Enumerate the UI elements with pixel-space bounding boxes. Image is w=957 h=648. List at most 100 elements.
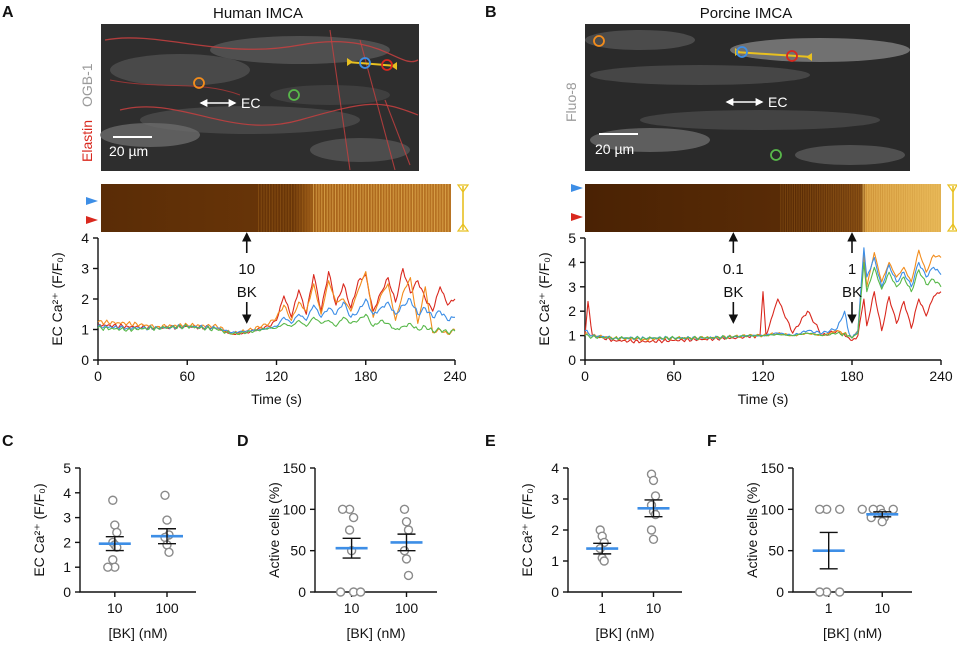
y-tick-label: 50 bbox=[290, 543, 306, 559]
x-tick-label: 1 bbox=[598, 600, 606, 616]
x-tick-label: 120 bbox=[751, 368, 775, 384]
x-tick-label: 120 bbox=[265, 368, 289, 384]
stimulus-a-dose: 10 bbox=[238, 261, 255, 278]
x-axis-label: Time (s) bbox=[251, 391, 302, 407]
y-tick-label: 2 bbox=[63, 534, 71, 550]
x-axis-label: Time (s) bbox=[738, 391, 789, 407]
y-tick-label: 2 bbox=[81, 291, 89, 307]
axis-lines bbox=[567, 468, 682, 593]
y-tick-label: 0 bbox=[568, 352, 576, 368]
x-tick-label: 240 bbox=[929, 368, 953, 384]
x-axis-label: [BK] (nM) bbox=[823, 625, 882, 641]
y-axis-label: EC Ca²⁺ (F/F₀) bbox=[519, 483, 535, 576]
trace-chart-a: 0 1 2 3 4 0 60 120 180 240 Time (s) EC Ca²⁺ (F/F₀) 1… bbox=[49, 230, 467, 407]
panel-a-title: Human IMCA bbox=[213, 5, 303, 22]
data-point bbox=[103, 562, 113, 572]
stain-label-elastin: Elastin bbox=[79, 120, 95, 162]
x-tick-label: 240 bbox=[443, 368, 467, 384]
scatter-chart-c: 0 1 2 3 4 5 10 100 [BK] (nM) EC Ca²⁺ (F/F₀) bbox=[31, 460, 196, 641]
data-point bbox=[646, 525, 657, 535]
kymograph-a bbox=[86, 184, 470, 232]
data-point bbox=[112, 527, 122, 538]
x-tick-label: 60 bbox=[179, 368, 195, 384]
micrograph-b: EC 20 µm bbox=[585, 24, 910, 171]
y-tick-label: 2 bbox=[568, 303, 576, 319]
panel-letter-e: E bbox=[485, 433, 496, 450]
x-tick-label: 0 bbox=[94, 368, 102, 384]
scatter-chart-e: 0 1 2 3 4 1 10 [BK] (nM) EC Ca²⁺ (F/F₀) bbox=[519, 460, 682, 641]
kymograph-b bbox=[571, 184, 957, 232]
data-point bbox=[403, 525, 414, 535]
x-axis-label: [BK] (nM) bbox=[595, 625, 654, 641]
panel-b-title: Porcine IMCA bbox=[700, 5, 793, 22]
axis-lines bbox=[314, 468, 437, 593]
scale-bar-label-a: 20 µm bbox=[109, 143, 148, 159]
y-tick-label: 100 bbox=[283, 501, 307, 517]
y-axis-label: EC Ca²⁺ (F/F₀) bbox=[31, 483, 47, 576]
panel-letter-f: F bbox=[707, 433, 717, 450]
data-point bbox=[348, 512, 359, 523]
y-tick-label: 0 bbox=[298, 584, 306, 600]
data-point bbox=[337, 504, 348, 515]
x-tick-label: 180 bbox=[354, 368, 378, 384]
x-tick-label: 60 bbox=[666, 368, 682, 384]
x-tick-label: 100 bbox=[155, 600, 179, 616]
y-tick-label: 5 bbox=[568, 230, 576, 246]
x-tick-label: 100 bbox=[395, 600, 419, 616]
data-point bbox=[648, 475, 659, 486]
data-point bbox=[401, 554, 412, 564]
axis-lines bbox=[79, 468, 196, 593]
y-tick-label: 1 bbox=[63, 559, 71, 575]
stimulus-b1-agent: BK bbox=[723, 284, 743, 301]
data-point bbox=[599, 556, 609, 566]
y-tick-label: 0 bbox=[63, 584, 71, 600]
ec-label-b: EC bbox=[768, 94, 787, 110]
scatter-chart-d: 0 50 100 150 10 100 [BK] (nM) Active cells (%) bbox=[266, 460, 437, 641]
y-tick-label: 50 bbox=[768, 543, 784, 559]
x-tick-label: 10 bbox=[646, 600, 662, 616]
y-tick-label: 4 bbox=[81, 230, 89, 246]
data-point bbox=[835, 587, 845, 597]
data-point bbox=[344, 525, 355, 535]
x-tick-label: 0 bbox=[581, 368, 589, 384]
axis-lines bbox=[792, 468, 912, 593]
stimulus-b2-dose: 1 bbox=[848, 261, 856, 278]
data-point bbox=[877, 517, 887, 527]
x-tick-label: 180 bbox=[840, 368, 864, 384]
data-point bbox=[335, 587, 346, 597]
y-tick-label: 150 bbox=[761, 460, 785, 476]
ec-label-a: EC bbox=[241, 95, 260, 111]
data-point bbox=[108, 555, 118, 565]
scatter-chart-f: 0 50 100 150 1 10 [BK] (nM) Active cells (%) bbox=[744, 460, 912, 641]
y-tick-label: 1 bbox=[568, 328, 576, 344]
y-tick-label: 3 bbox=[81, 261, 89, 277]
x-tick-label: 1 bbox=[825, 600, 833, 616]
panel-letter-b: B bbox=[485, 4, 497, 21]
stimulus-b2-agent: BK bbox=[842, 284, 862, 301]
data-point bbox=[160, 490, 170, 500]
data-point bbox=[835, 504, 845, 515]
y-tick-label: 3 bbox=[568, 279, 576, 295]
y-axis-label: Active cells (%) bbox=[744, 482, 760, 578]
panel-letter-c: C bbox=[2, 433, 14, 450]
x-tick-label: 10 bbox=[344, 600, 360, 616]
x-tick-label: 10 bbox=[874, 600, 890, 616]
data-point bbox=[857, 504, 867, 515]
data-point bbox=[650, 491, 661, 501]
y-tick-label: 4 bbox=[568, 254, 576, 270]
micrograph-a: EC 20 µm bbox=[100, 24, 419, 171]
y-tick-label: 150 bbox=[283, 460, 307, 476]
data-point bbox=[399, 504, 410, 515]
y-tick-label: 4 bbox=[63, 485, 71, 501]
y-tick-label: 4 bbox=[551, 460, 559, 476]
stain-label-fluo8: Fluo-8 bbox=[563, 82, 579, 122]
data-point bbox=[162, 515, 172, 525]
data-point bbox=[164, 547, 174, 558]
y-tick-label: 1 bbox=[81, 322, 89, 338]
data-point bbox=[815, 587, 825, 597]
y-tick-label: 0 bbox=[81, 352, 89, 368]
data-point bbox=[403, 570, 414, 581]
y-tick-label: 0 bbox=[551, 584, 559, 600]
panel-letter-a: A bbox=[2, 4, 14, 21]
x-tick-label: 10 bbox=[107, 600, 123, 616]
